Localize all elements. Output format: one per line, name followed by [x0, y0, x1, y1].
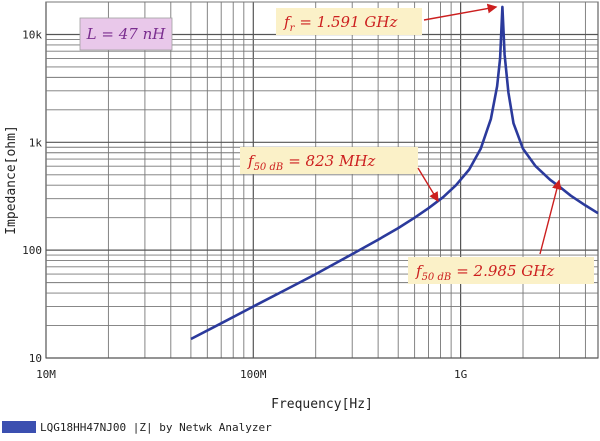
legend-label: LQG18HH47NJ00 |Z| by Netwk Analyzer [40, 421, 272, 434]
annotation-text: f50 dB = 2.985 GHz [415, 262, 554, 283]
annotation-arrow [417, 167, 439, 203]
x-tick-label: 10M [36, 368, 56, 381]
annotation-arrow [539, 179, 562, 255]
tick-labels: 10M 100M 1G 10 100 1k 10k [22, 28, 467, 381]
annotation-background [408, 257, 594, 284]
x-axis-label: Frequency[Hz] [271, 397, 373, 412]
annotation-fr: fr = 1.591 GHz [276, 3, 498, 35]
x-tick-label: 1G [454, 368, 467, 381]
inductance-label: L = 47 nH [86, 25, 167, 43]
y-axis-label: Impedance[ohm] [4, 125, 19, 235]
y-tick-label: 100 [22, 244, 42, 257]
annotation-text: fr = 1.591 GHz [283, 13, 397, 34]
annotation-box: L = 47 nH [79, 17, 173, 51]
legend: LQG18HH47NJ00 |Z| by Netwk Analyzer [2, 421, 272, 434]
annotation-f50b: f50 dB = 2.985 GHz [408, 179, 594, 284]
annotation-text: f50 dB = 823 MHz [247, 152, 375, 173]
plot-area [45, 1, 599, 359]
legend-swatch [2, 421, 36, 433]
annotation-f50a: f50 dB = 823 MHz [240, 147, 439, 203]
series-curves [190, 5, 599, 341]
annotation-background [276, 8, 422, 35]
impedance-curve [190, 5, 599, 341]
y-tick-label: 1k [29, 136, 43, 149]
x-tick-label: 100M [240, 368, 267, 381]
annotation-arrow [423, 3, 498, 21]
y-tick-label: 10 [29, 352, 42, 365]
annotation-background [240, 147, 418, 174]
annotation-background [79, 17, 173, 51]
grid-lines [45, 1, 598, 359]
annotations: L = 47 nH fr = 1.591 GHz f50 dB = 823 MHz f50… [79, 3, 594, 284]
y-tick-label: 10k [22, 28, 42, 41]
